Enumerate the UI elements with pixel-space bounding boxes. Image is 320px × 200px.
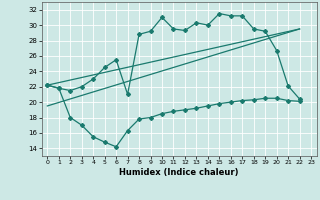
X-axis label: Humidex (Indice chaleur): Humidex (Indice chaleur): [119, 168, 239, 177]
